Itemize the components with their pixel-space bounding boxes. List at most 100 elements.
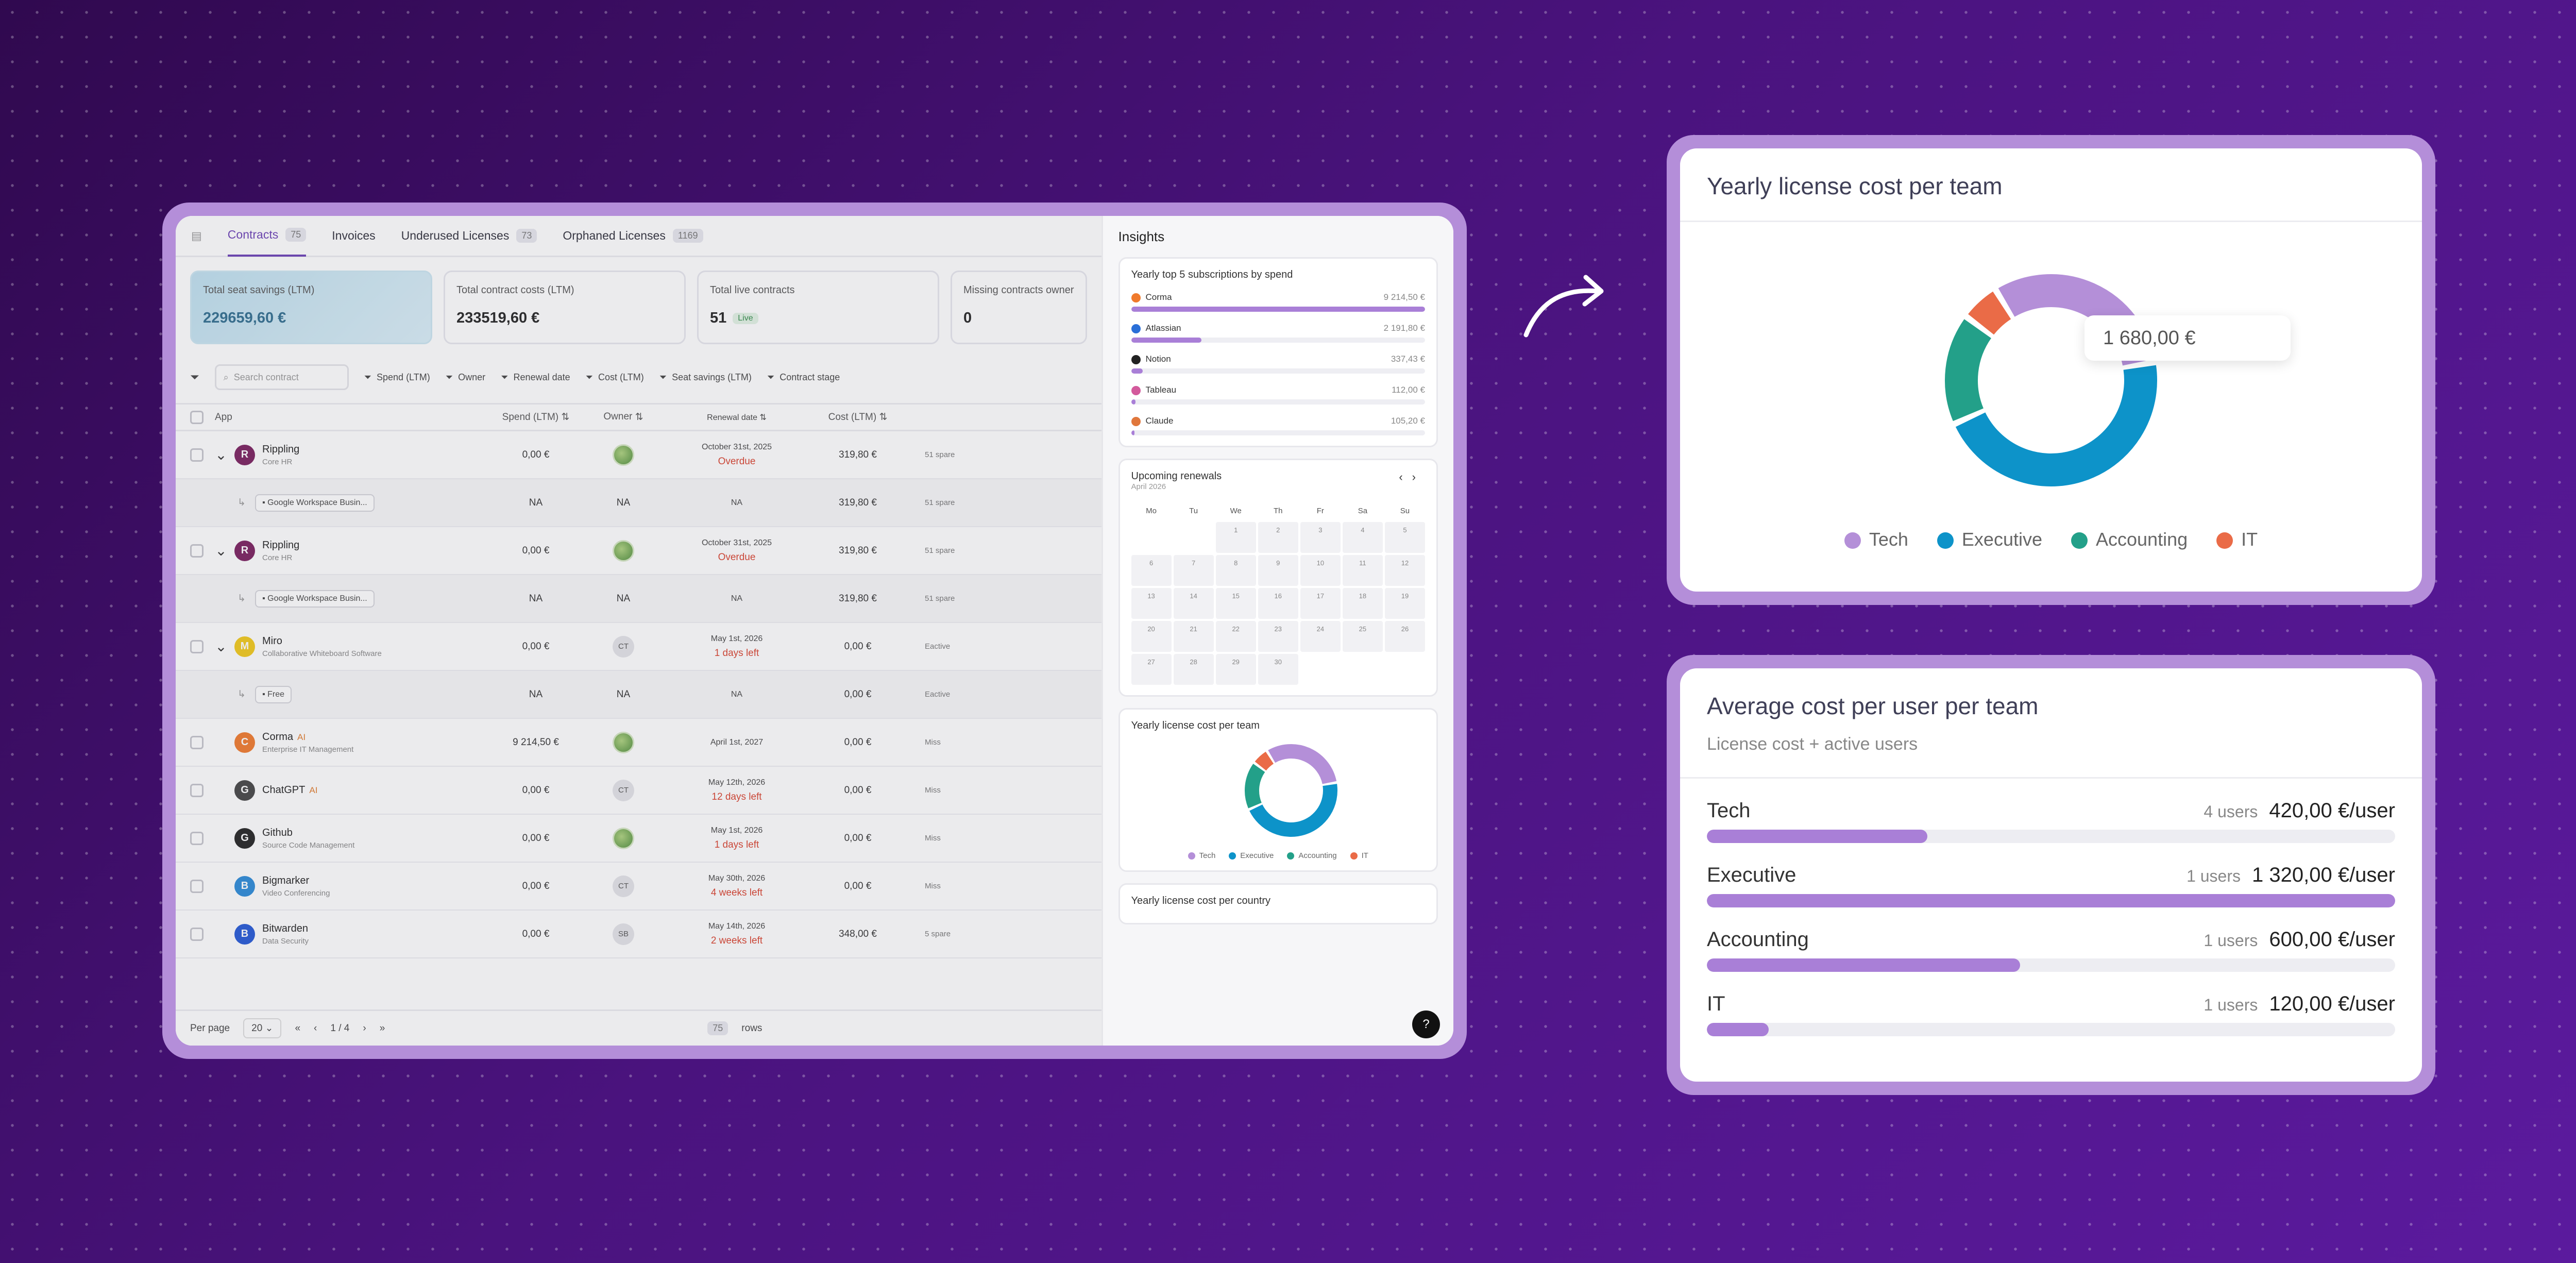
calendar-day[interactable]: 17 bbox=[1300, 588, 1341, 619]
big-legend-item[interactable]: Tech bbox=[1844, 529, 1908, 550]
calendar-day[interactable]: 14 bbox=[1173, 588, 1214, 619]
small-donut-segment-it[interactable] bbox=[1255, 751, 1274, 771]
calendar-day[interactable]: 6 bbox=[1131, 555, 1172, 586]
calendar-day[interactable]: 22 bbox=[1215, 621, 1256, 652]
expand-chevron-icon[interactable]: ⌄ bbox=[215, 447, 227, 463]
owner-avatar[interactable] bbox=[613, 540, 634, 562]
calendar-day[interactable]: 19 bbox=[1384, 588, 1425, 619]
subscription-item[interactable]: Notion 337,43 € bbox=[1131, 354, 1425, 374]
calendar-day[interactable]: 20 bbox=[1131, 621, 1172, 652]
calendar-next-button[interactable]: › bbox=[1412, 470, 1425, 483]
app-name[interactable]: Rippling bbox=[262, 444, 299, 456]
small-legend-item[interactable]: Executive bbox=[1229, 851, 1274, 860]
next-page-button[interactable]: › bbox=[363, 1022, 366, 1034]
small-legend-item[interactable]: Tech bbox=[1188, 851, 1215, 860]
expand-chevron-icon[interactable]: ⌄ bbox=[215, 638, 227, 654]
filter-renewal-date[interactable]: ⏷ Renewal date bbox=[501, 372, 570, 383]
row-checkbox[interactable] bbox=[190, 735, 204, 749]
team-donut-segment-accounting[interactable] bbox=[1945, 319, 1992, 422]
small-legend-item[interactable]: IT bbox=[1350, 851, 1368, 860]
table-row[interactable]: ⌄ R Rippling Core HR 0,00 € October 31st, 202… bbox=[176, 527, 1101, 575]
column-spend[interactable]: Spend (LTM) ⇅ bbox=[502, 412, 570, 423]
table-subrow[interactable]: ↳ ▪ Google Workspace Busin... NA NA NA 319,80… bbox=[176, 575, 1101, 623]
owner-avatar[interactable] bbox=[613, 827, 634, 849]
calendar-day[interactable]: 7 bbox=[1173, 555, 1214, 586]
calendar-day[interactable]: 18 bbox=[1342, 588, 1383, 619]
stat-seat-savings[interactable]: Total seat savings (LTM) 229659,60 € bbox=[190, 271, 432, 344]
team-donut-segment-it[interactable] bbox=[1968, 291, 2011, 335]
calendar-day[interactable]: 29 bbox=[1215, 654, 1256, 685]
row-checkbox[interactable] bbox=[190, 927, 204, 941]
row-checkbox[interactable] bbox=[190, 448, 204, 462]
per-page-select[interactable]: 20 ⌄ bbox=[243, 1018, 282, 1038]
filter-owner[interactable]: ⏷ Owner bbox=[446, 372, 485, 383]
column-cost[interactable]: Cost (LTM) ⇅ bbox=[828, 412, 888, 423]
calendar-day[interactable]: 1 bbox=[1215, 522, 1256, 553]
calendar-day[interactable]: 3 bbox=[1300, 522, 1341, 553]
owner-avatar[interactable]: CT bbox=[613, 875, 634, 897]
row-checkbox[interactable] bbox=[190, 879, 204, 893]
calendar-day[interactable]: 12 bbox=[1384, 555, 1425, 586]
calendar-day[interactable]: 24 bbox=[1300, 621, 1341, 652]
owner-avatar[interactable]: CT bbox=[613, 635, 634, 658]
calendar-day[interactable]: 11 bbox=[1342, 555, 1383, 586]
filter-icon[interactable]: ⏷ bbox=[190, 371, 199, 383]
calendar-day[interactable]: 8 bbox=[1215, 555, 1256, 586]
app-name[interactable]: Rippling bbox=[262, 540, 299, 551]
big-legend-item[interactable]: IT bbox=[2216, 529, 2258, 550]
calendar-day[interactable]: 16 bbox=[1258, 588, 1298, 619]
row-checkbox[interactable] bbox=[190, 783, 204, 797]
big-legend-item[interactable]: Accounting bbox=[2071, 529, 2188, 550]
table-row[interactable]: B Bigmarker Video Conferencing 0,00 € CT May … bbox=[176, 863, 1101, 911]
filter-spend[interactable]: ⏷ Spend (LTM) bbox=[364, 372, 430, 383]
owner-avatar[interactable] bbox=[613, 444, 634, 466]
calendar-prev-button[interactable]: ‹ bbox=[1399, 470, 1412, 483]
row-checkbox[interactable] bbox=[190, 544, 204, 558]
calendar-day[interactable]: 25 bbox=[1342, 621, 1383, 652]
calendar-day[interactable]: 2 bbox=[1258, 522, 1298, 553]
calendar-day[interactable]: 26 bbox=[1384, 621, 1425, 652]
search-input[interactable]: ⌕ Search contract bbox=[214, 364, 349, 390]
calendar-day[interactable]: 23 bbox=[1258, 621, 1298, 652]
filter-seat-savings[interactable]: ⏷ Seat savings (LTM) bbox=[659, 372, 752, 383]
last-page-button[interactable]: » bbox=[379, 1022, 385, 1034]
app-name[interactable]: Github bbox=[262, 827, 354, 839]
tab-underused-licenses[interactable]: Underused Licenses 73 bbox=[401, 229, 537, 243]
calendar-day[interactable]: 27 bbox=[1131, 654, 1172, 685]
owner-avatar[interactable]: CT bbox=[613, 779, 634, 801]
calendar-day[interactable]: 28 bbox=[1173, 654, 1214, 685]
column-owner[interactable]: Owner ⇅ bbox=[603, 411, 643, 423]
calendar-day[interactable]: 9 bbox=[1258, 555, 1298, 586]
calendar-day[interactable]: 30 bbox=[1258, 654, 1298, 685]
table-row[interactable]: ⌄ M Miro Collaborative Whiteboard Software 0… bbox=[176, 623, 1101, 671]
first-page-button[interactable]: « bbox=[295, 1022, 301, 1034]
calendar-day[interactable]: 4 bbox=[1342, 522, 1383, 553]
prev-page-button[interactable]: ‹ bbox=[314, 1022, 317, 1034]
tab-contracts[interactable]: Contracts 75 bbox=[227, 216, 307, 257]
row-checkbox[interactable] bbox=[190, 831, 204, 845]
table-row[interactable]: ⌄ R Rippling Core HR 0,00 € October 31st, 202… bbox=[176, 431, 1101, 479]
table-row[interactable]: C Corma AI Enterprise IT Management 9 214,50… bbox=[176, 719, 1101, 767]
small-legend-item[interactable]: Accounting bbox=[1287, 851, 1337, 860]
column-app[interactable]: App bbox=[204, 412, 492, 423]
owner-avatar[interactable]: SB bbox=[613, 923, 634, 945]
owner-avatar[interactable] bbox=[613, 731, 634, 753]
app-name[interactable]: Miro bbox=[262, 635, 382, 647]
help-button[interactable]: ? bbox=[1412, 1011, 1440, 1038]
table-row[interactable]: B Bitwarden Data Security 0,00 € SB May 14th,… bbox=[176, 911, 1101, 958]
small-donut-segment-executive[interactable] bbox=[1249, 784, 1337, 837]
row-checkbox[interactable] bbox=[190, 639, 204, 653]
app-name[interactable]: ChatGPT AI bbox=[262, 784, 317, 796]
filter-contract-stage[interactable]: ⏷ Contract stage bbox=[767, 372, 840, 383]
table-subrow[interactable]: ↳ ▪ Google Workspace Busin... NA NA NA 319,80… bbox=[176, 479, 1101, 527]
table-row[interactable]: G ChatGPT AI 0,00 € CT May 12th, 2026 12 days … bbox=[176, 767, 1101, 815]
app-name[interactable]: Bitwarden bbox=[262, 923, 309, 935]
app-name[interactable]: Corma AI bbox=[262, 731, 353, 743]
subscription-item[interactable]: Claude 105,20 € bbox=[1131, 416, 1425, 435]
calendar-day[interactable]: 15 bbox=[1215, 588, 1256, 619]
calendar-day[interactable]: 5 bbox=[1384, 522, 1425, 553]
team-donut-segment-executive[interactable] bbox=[1955, 365, 2157, 486]
calendar-day[interactable]: 10 bbox=[1300, 555, 1341, 586]
big-legend-item[interactable]: Executive bbox=[1937, 529, 2042, 550]
subscription-item[interactable]: Atlassian 2 191,80 € bbox=[1131, 323, 1425, 343]
